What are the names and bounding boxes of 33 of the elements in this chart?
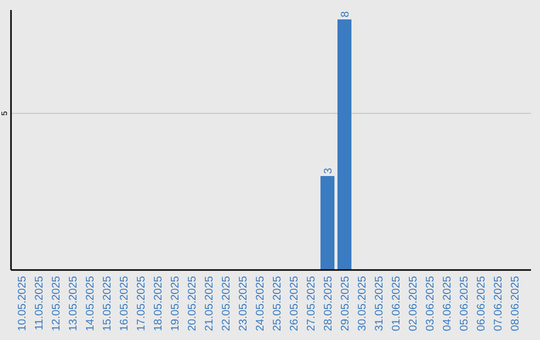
x-tick-label: 31.05.2025 bbox=[373, 276, 386, 332]
y-tick-label: 5 bbox=[0, 110, 9, 116]
x-tick-label: 04.06.2025 bbox=[441, 276, 454, 332]
x-tick-label: 13.05.2025 bbox=[68, 276, 80, 332]
x-tick-label: 05.06.2025 bbox=[458, 276, 470, 332]
x-tick-label: 02.06.2025 bbox=[407, 276, 420, 332]
x-tick-label: 16.05.2025 bbox=[118, 276, 131, 332]
x-tick-label: 23.05.2025 bbox=[238, 276, 250, 332]
x-tick-label: 19.05.2025 bbox=[170, 276, 182, 332]
x-tick-label: 24.05.2025 bbox=[254, 276, 267, 332]
x-tick-label: 21.05.2025 bbox=[204, 276, 216, 332]
x-tick-label: 17.05.2025 bbox=[136, 276, 148, 332]
x-tick-label: 27.05.2025 bbox=[305, 276, 318, 332]
x-tick-label: 18.05.2025 bbox=[152, 276, 165, 332]
x-tick-label: 30.05.2025 bbox=[356, 276, 368, 332]
x-tick-label: 25.05.2025 bbox=[271, 276, 284, 332]
x-tick-label: 08.06.2025 bbox=[509, 276, 522, 332]
x-tick-label: 15.05.2025 bbox=[102, 276, 114, 332]
x-tick-label: 07.06.2025 bbox=[492, 276, 504, 332]
data-label: 3 bbox=[322, 168, 334, 174]
x-tick-label: 22.05.2025 bbox=[220, 276, 233, 332]
x-tick-label: 26.05.2025 bbox=[288, 276, 300, 332]
x-tick-label: 06.06.2025 bbox=[475, 276, 488, 332]
x-tick-label: 01.06.2025 bbox=[390, 276, 402, 332]
x-tick-label: 14.05.2025 bbox=[84, 276, 97, 332]
x-tick-label: 29.05.2025 bbox=[339, 276, 352, 332]
data-label: 8 bbox=[339, 11, 352, 18]
x-tick-label: 20.05.2025 bbox=[186, 276, 199, 332]
x-tick-label: 03.06.2025 bbox=[424, 276, 436, 332]
x-tick-label: 10.05.2025 bbox=[16, 276, 29, 332]
x-tick-label: 11.05.2025 bbox=[34, 276, 46, 330]
x-tick-label: 12.05.2025 bbox=[50, 276, 63, 332]
x-tick-label: 28.05.2025 bbox=[322, 276, 334, 332]
